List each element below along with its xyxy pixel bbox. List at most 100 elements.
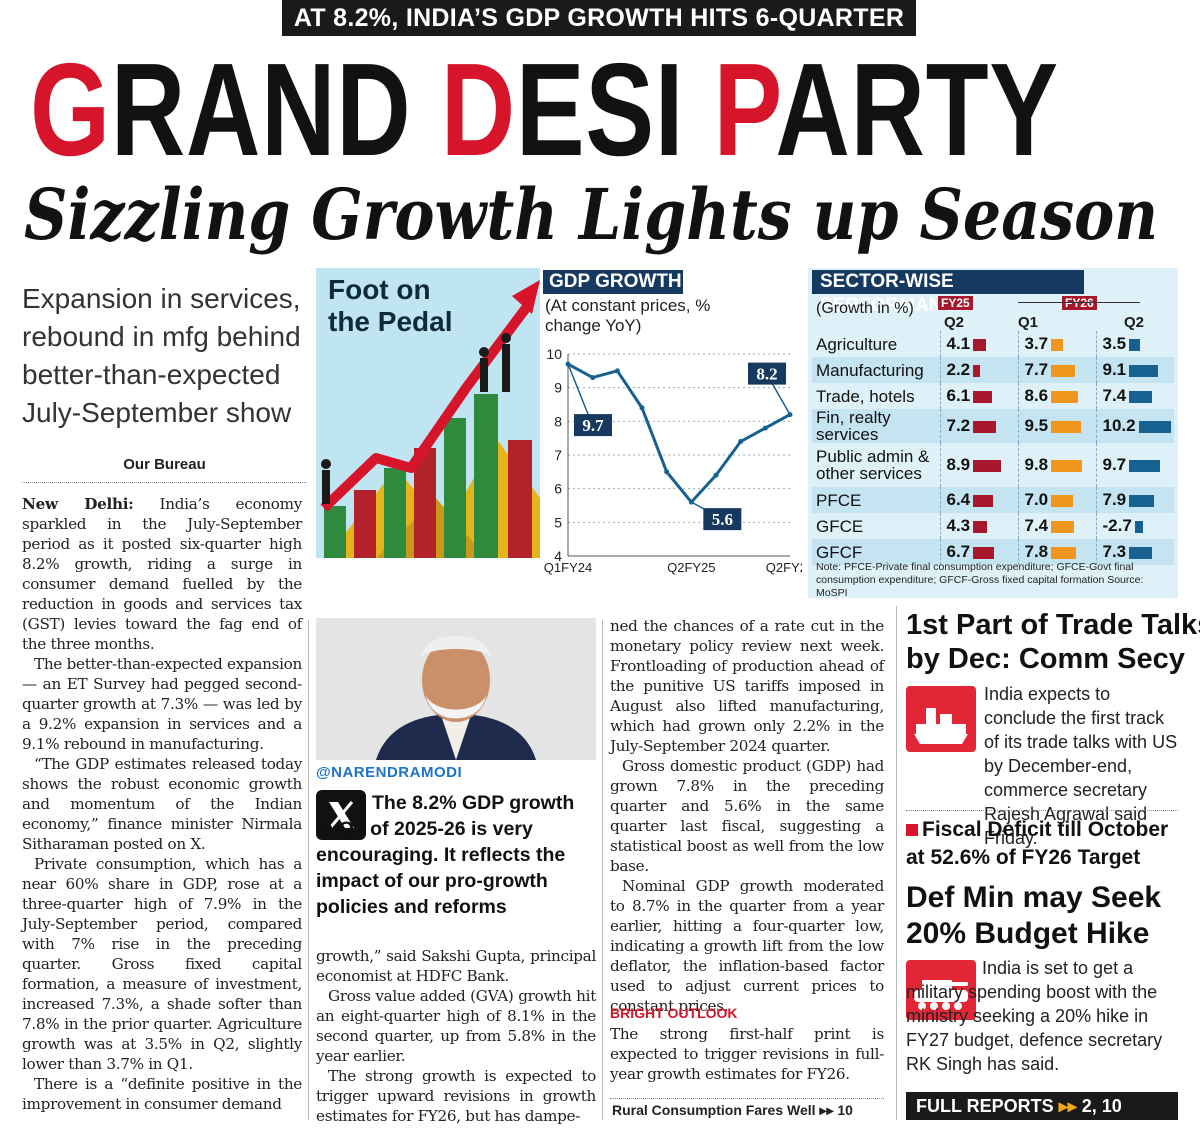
bar-shape — [324, 506, 346, 558]
sector-row: Fin, realty services 7.2 9.5 10.2 — [812, 409, 1174, 443]
fy25-label: FY25 — [938, 296, 973, 310]
headline-part: G — [30, 36, 111, 183]
portrait-photo — [316, 618, 596, 760]
value-text: 6.4 — [946, 490, 971, 509]
column-3: ned the chances of a rate cut in the mon… — [610, 616, 884, 1016]
value-bar — [1051, 494, 1074, 507]
data-point — [762, 425, 768, 431]
arrow-head — [512, 280, 540, 314]
value-text: 8.9 — [946, 455, 971, 474]
value-bar — [1051, 459, 1082, 472]
double-arrow-icon: ▸▸ — [819, 1102, 834, 1118]
sector-value: 7.3 — [1095, 539, 1174, 565]
sidebar-rule — [906, 810, 1178, 811]
x-tick-label: Q1FY24 — [544, 560, 592, 575]
y-tick-label: 7 — [554, 447, 562, 463]
data-label: 8.2 — [756, 365, 777, 384]
value-bar — [973, 390, 993, 403]
sector-row: Agriculture 4.1 3.7 3.5 — [812, 331, 1174, 357]
fy26-bracket — [1018, 302, 1140, 303]
person-figure — [321, 459, 331, 469]
data-point — [614, 368, 620, 374]
sector-label: Agriculture — [816, 334, 898, 354]
data-label: 9.7 — [582, 416, 604, 435]
value-text: 3.5 — [1102, 334, 1127, 353]
story-pointer[interactable]: Rural Consumption Fares Well ▸▸ 10 — [612, 1102, 853, 1118]
value-bar — [973, 338, 986, 351]
sector-label: Manufacturing — [812, 357, 940, 383]
social-handle: @NARENDRAMODI — [316, 764, 463, 781]
value-text: 3.7 — [1024, 334, 1049, 353]
value-bar — [1138, 420, 1171, 433]
data-point — [738, 439, 744, 445]
sector-table: Agriculture 4.1 3.7 3.5 Manufacturing 2.2 7.7 9… — [812, 331, 1174, 565]
sector-row: PFCE 6.4 7.0 7.9 — [812, 487, 1174, 513]
col-head: Q1 — [1018, 314, 1039, 331]
sector-value: 9.8 — [1017, 443, 1096, 487]
col-head: Q2 — [1124, 314, 1145, 331]
source-label: Source: MoSPI — [816, 574, 1144, 599]
y-tick-label: 9 — [554, 380, 562, 396]
value-bar — [1129, 364, 1158, 377]
bar-shape — [384, 468, 406, 558]
value-bar — [1129, 546, 1153, 559]
social-quote: The 8.2% GDP growth in Q2 of 2025-26 is … — [316, 792, 575, 918]
data-point — [590, 375, 596, 381]
bar-shape — [444, 418, 466, 558]
annotation-box — [748, 362, 786, 385]
bar-shape — [414, 448, 436, 558]
sidebar-story2-headline: Fiscal Deficit till October at 52.6% of … — [906, 818, 1169, 869]
sector-value: 9.1 — [1095, 357, 1174, 383]
fy26-label: FY26 — [1062, 296, 1097, 310]
sector-note: Note: PFCE-Private final consumption exp… — [816, 561, 1144, 599]
sector-title: SECTOR-WISE PERFORMANCE — [812, 270, 1084, 316]
sector-value: 9.5 — [1017, 409, 1096, 443]
value-text: 7.4 — [1102, 386, 1127, 405]
sector-row: Trade, hotels 6.1 8.6 7.4 — [812, 383, 1174, 409]
value-bar — [1051, 338, 1063, 351]
sidebar-story3-body: India is set to get a military spending … — [906, 958, 1163, 1074]
value-text: 9.5 — [1024, 416, 1049, 435]
annotation-box — [574, 414, 612, 437]
value-bar — [1051, 364, 1076, 377]
sector-value: 4.3 — [939, 513, 1018, 539]
value-text: 7.2 — [946, 416, 971, 435]
headline-part: ESI — [515, 36, 714, 183]
value-text: 10.2 — [1102, 416, 1136, 435]
data-point — [639, 405, 645, 411]
sector-value: 7.4 — [1017, 513, 1096, 539]
paragraph: Gross domestic product (GDP) had grown 7… — [610, 757, 884, 875]
full-reports-pointer[interactable]: FULL REPORTS ▸▸ 2, 10 — [906, 1092, 1178, 1120]
value-text: 9.1 — [1102, 360, 1127, 379]
pointer-rule — [610, 1098, 884, 1099]
sub-headline: Sizzling Growth Lights up Season — [24, 173, 1159, 256]
paragraph: New Delhi: India’s economy sparkled in t… — [22, 495, 302, 653]
sector-row: Manufacturing 2.2 7.7 9.1 — [812, 357, 1174, 383]
value-text: 2.2 — [946, 360, 971, 379]
bullet-square-icon — [906, 824, 918, 836]
paragraph: ned the chances of a rate cut in the mon… — [610, 617, 884, 755]
bar-shape — [508, 440, 532, 558]
sector-label: Trade, hotels — [816, 386, 915, 406]
paragraph: Gross value added (GVA) growth hit an ei… — [316, 987, 596, 1065]
paragraph: There is a “definite positive in the imp… — [22, 1075, 302, 1113]
series-line — [567, 362, 791, 505]
sector-value: 4.1 — [939, 331, 1018, 357]
value-bar — [973, 459, 1002, 472]
x-tick-label: Q2FY26 — [766, 560, 802, 575]
column-divider — [896, 606, 897, 1120]
sector-label: GFCE — [816, 516, 864, 536]
headline-part: RAND — [110, 36, 441, 183]
beard-shape — [426, 696, 486, 719]
sector-row: GFCE 4.3 7.4 -2.7 — [812, 513, 1174, 539]
sector-value: 7.8 — [1017, 539, 1096, 565]
sidebar-story3-headline: Def Min may Seek 20% Budget Hike — [906, 881, 1162, 950]
data-point — [713, 472, 719, 478]
value-bar — [973, 546, 995, 559]
value-bar — [1134, 520, 1144, 533]
value-bar — [1051, 390, 1079, 403]
section-subhead: BRIGHT OUTLOOK — [610, 1005, 738, 1021]
bar-shape — [474, 394, 498, 558]
person-figure — [480, 358, 488, 392]
tank-icon — [906, 960, 976, 1020]
